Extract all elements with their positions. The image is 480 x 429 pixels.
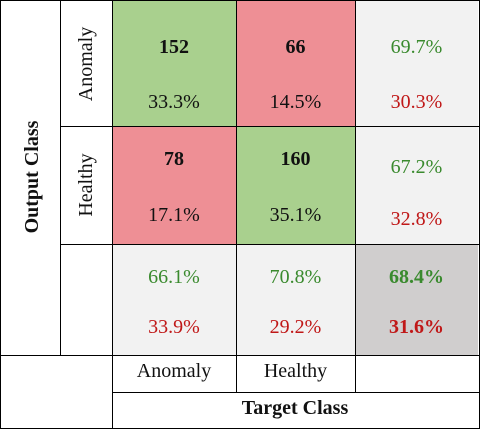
vline-2 <box>236 0 237 392</box>
cell-percent: 35.1% <box>269 204 322 226</box>
hline-3 <box>0 355 480 356</box>
col-error-rate: 29.2% <box>269 316 322 338</box>
cell-count: 78 <box>164 148 184 170</box>
hline-1 <box>60 126 480 127</box>
cell-anomaly-healthy: 66 14.5% <box>236 1 355 126</box>
col-summary-healthy: 70.8% 29.2% <box>236 244 355 355</box>
col-correct-rate: 70.8% <box>269 266 322 288</box>
hline-4 <box>112 392 480 393</box>
col-label-healthy: Healthy <box>263 360 328 382</box>
cell-percent: 17.1% <box>148 204 200 226</box>
output-class-label: Output Class <box>21 120 43 234</box>
overall-summary: 68.4% 31.6% <box>355 244 478 355</box>
cell-percent: 33.3% <box>148 91 200 113</box>
cell-healthy-anomaly: 78 17.1% <box>112 126 236 244</box>
col-label-anomaly: Anomaly <box>136 360 212 382</box>
vline-1 <box>112 0 113 429</box>
col-correct-rate: 66.1% <box>148 266 200 288</box>
cell-healthy-healthy: 160 35.1% <box>236 126 355 244</box>
row-summary-anomaly: 69.7% 30.3% <box>355 1 478 126</box>
overall-error: 31.6% <box>389 316 444 338</box>
row-correct-rate: 69.7% <box>390 36 443 58</box>
cell-count: 152 <box>159 36 189 58</box>
cell-count: 160 <box>280 148 311 170</box>
target-class-label: Target Class <box>241 397 349 419</box>
border-top <box>0 0 480 1</box>
vline-3 <box>355 0 356 392</box>
hline-2 <box>60 244 480 245</box>
overall-accuracy: 68.4% <box>389 266 444 288</box>
row-label-healthy: Healthy <box>75 153 97 217</box>
cell-percent: 14.5% <box>269 91 322 113</box>
row-correct-rate: 67.2% <box>390 156 443 178</box>
cell-anomaly-anomaly: 152 33.3% <box>112 1 236 126</box>
row-label-anomaly: Anomaly <box>75 26 97 102</box>
row-error-rate: 32.8% <box>390 208 443 230</box>
border-left <box>0 0 1 429</box>
row-summary-healthy: 67.2% 32.8% <box>355 126 478 244</box>
cell-count: 66 <box>285 36 306 58</box>
col-summary-anomaly: 66.1% 33.9% <box>112 244 236 355</box>
vline-rowlabels <box>60 0 61 356</box>
row-error-rate: 30.3% <box>390 91 443 113</box>
col-error-rate: 33.9% <box>148 316 200 338</box>
